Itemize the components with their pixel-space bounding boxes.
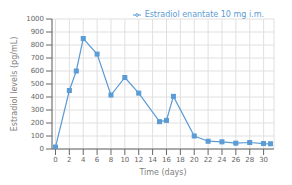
svg-text:26: 26 [231,156,240,164]
svg-text:6: 6 [95,156,100,164]
svg-text:600: 600 [31,67,44,75]
svg-text:100: 100 [31,132,44,140]
svg-text:30: 30 [259,156,268,164]
svg-text:900: 900 [31,28,44,36]
svg-text:500: 500 [31,80,44,88]
svg-text:28: 28 [245,156,254,164]
svg-text:0: 0 [40,145,44,153]
svg-text:4: 4 [81,156,86,164]
svg-text:8: 8 [109,156,113,164]
svg-text:400: 400 [31,93,44,101]
svg-text:1000: 1000 [26,15,44,23]
svg-text:800: 800 [31,41,44,49]
svg-text:20: 20 [190,156,199,164]
svg-text:2: 2 [67,156,71,164]
svg-text:18: 18 [176,156,185,164]
svg-text:16: 16 [162,156,171,164]
svg-text:12: 12 [134,156,143,164]
svg-text:700: 700 [31,54,44,62]
svg-text:24: 24 [218,156,227,164]
svg-text:0: 0 [53,156,57,164]
svg-text:10: 10 [120,156,129,164]
svg-text:200: 200 [31,119,44,127]
svg-text:Estradiol levels (pg/mL): Estradiol levels (pg/mL) [10,37,19,132]
svg-text:14: 14 [148,156,157,164]
html-text:Estradiol enantate 10 mg i.m.: Estradiol enantate 10 mg i.m. [144,10,264,19]
svg-text:300: 300 [31,106,44,114]
svg-text:Time (days): Time (days) [138,168,186,177]
svg-text:22: 22 [204,156,213,164]
